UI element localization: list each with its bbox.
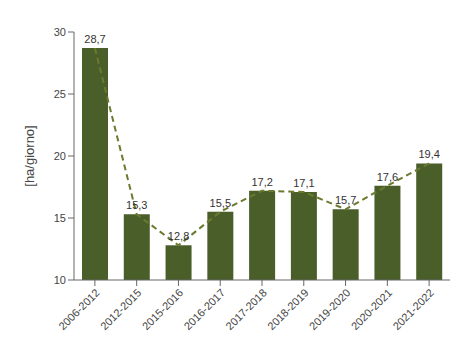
svg-text:17,6: 17,6 xyxy=(377,171,398,183)
svg-text:2020-2021: 2020-2021 xyxy=(349,286,395,332)
svg-text:15,5: 15,5 xyxy=(210,197,231,209)
svg-text:2018-2019: 2018-2019 xyxy=(265,286,311,332)
svg-text:10: 10 xyxy=(54,274,66,286)
svg-text:19,4: 19,4 xyxy=(419,148,440,160)
svg-text:15,3: 15,3 xyxy=(126,199,147,211)
svg-text:20: 20 xyxy=(54,150,66,162)
svg-text:12,8: 12,8 xyxy=(168,230,189,242)
svg-text:30: 30 xyxy=(54,26,66,38)
svg-text:17,1: 17,1 xyxy=(293,177,314,189)
svg-text:15: 15 xyxy=(54,212,66,224)
svg-text:28,7: 28,7 xyxy=(84,33,105,45)
svg-text:2015-2016: 2015-2016 xyxy=(140,286,186,332)
svg-text:2006-2012: 2006-2012 xyxy=(56,286,102,332)
svg-text:17,2: 17,2 xyxy=(251,176,272,188)
svg-text:2017-2018: 2017-2018 xyxy=(223,286,269,332)
svg-text:2021-2022: 2021-2022 xyxy=(390,286,436,332)
svg-text:2016-2017: 2016-2017 xyxy=(181,286,227,332)
svg-text:15,7: 15,7 xyxy=(335,194,356,206)
svg-text:25: 25 xyxy=(54,88,66,100)
svg-text:[ha/giorno]: [ha/giorno] xyxy=(22,125,37,186)
svg-text:2019-2020: 2019-2020 xyxy=(307,286,353,332)
svg-text:2012-2015: 2012-2015 xyxy=(98,286,144,332)
